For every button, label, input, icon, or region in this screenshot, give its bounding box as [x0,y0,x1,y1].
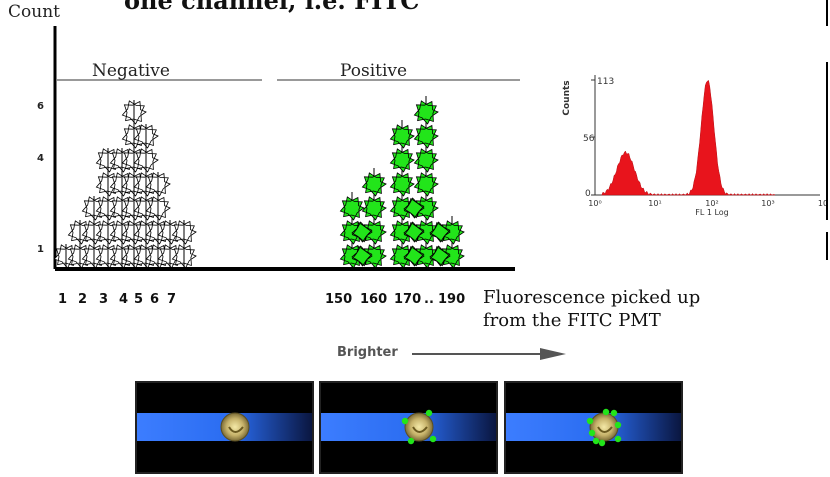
cell-in-beam-few-labels [321,409,496,445]
fitc-label-dot [614,421,622,429]
laser-panel-2 [319,381,498,474]
fitc-label-dot [610,409,618,417]
hist-x-label: FL 1 Log [695,208,729,217]
pos-x-label: .. [424,292,434,307]
positive-cell [361,244,387,269]
positive-cell [429,221,451,243]
y-tick-6: 6 [37,101,44,112]
neg-x-label: 1 [58,292,68,307]
cell-nucleus [228,426,244,433]
positive-cell [403,197,425,219]
fitc-label-dot [592,437,600,445]
hist-y-tick: 0 [585,189,591,199]
fitc-label-dot [602,408,610,416]
cell-in-beam-many-labels [506,408,681,447]
positive-cell [413,100,439,125]
cell-count-diagram [53,26,520,271]
fluorescence-caption: Fluorescence picked up from the FITC PMT [483,287,701,331]
brighter-arrow-icon [412,348,566,360]
positive-cell [429,245,451,267]
laser-panel-3 [504,381,683,474]
neg-x-label: 6 [150,292,160,307]
cell [220,412,250,442]
y-tick-1: 1 [37,244,44,255]
positive-cell [439,220,465,245]
neg-x-label: 4 [119,292,129,307]
cell-nucleus [597,426,613,433]
fitc-label-dot [586,417,594,425]
neg-x-label: 7 [167,292,177,307]
laser-panel-1 [135,381,314,474]
hist-x-tick: 10³ [761,199,774,208]
positive-cell [361,220,387,245]
negative-cells [53,100,197,269]
hist-x-tick: 10⁰ [588,199,601,208]
fitc-label-dot [401,417,409,425]
positive-header: Positive [340,61,408,81]
fitc-label-dot [588,429,596,437]
positive-cell [351,221,373,243]
neg-x-label: 2 [78,292,88,307]
fitc-label-dot [429,435,437,443]
positive-cell [361,196,387,221]
positive-cell [439,244,465,269]
hist-fill [601,79,776,196]
brighter-label: Brighter [337,345,398,360]
positive-cell [361,172,387,197]
pos-x-label: 190 [438,292,466,307]
y-axis-label: Count [8,2,60,22]
negative-header: Negative [92,61,170,81]
fl1-histogram: Counts 113 56 0 10⁰ 10¹ 10² 10³ 10 FL 1 … [555,58,830,218]
positive-cell [389,124,415,149]
cell-nucleus [412,426,428,433]
right-border [826,232,828,260]
hist-x-tick: 10 [818,199,828,208]
hist-x-tick: 10¹ [648,199,661,208]
pos-x-label: 160 [360,292,388,307]
positive-cell [403,221,425,243]
cell [589,412,619,442]
fitc-label-dot [407,437,415,445]
positive-cell [413,124,439,149]
right-border [826,0,828,26]
hist-x-tick: 10² [705,199,718,208]
positive-cell [403,245,425,267]
cell-in-beam-unlabeled [137,412,312,442]
hist-y-tick: 113 [597,77,614,87]
neg-x-label: 5 [134,292,144,307]
positive-cell [413,172,439,197]
positive-cell [413,196,439,221]
positive-cell [413,148,439,173]
pos-x-label: 150 [325,292,353,307]
neg-x-label: 3 [99,292,109,307]
positive-cell [351,245,373,267]
hist-y-tick: 56 [583,134,595,144]
cell [404,412,434,442]
pos-x-label: 170 [394,292,422,307]
right-border [826,62,828,220]
y-tick-4: 4 [37,153,44,164]
fitc-label-dot [425,409,433,417]
positive-cell [339,196,365,221]
positive-cell [389,148,415,173]
slide-title: one channel, i.e. FITC [124,0,420,15]
hist-y-label: Counts [562,80,572,115]
fitc-label-dot [614,435,622,443]
positive-cells [339,96,465,269]
positive-cell [389,172,415,197]
fitc-label-dot [598,439,606,447]
